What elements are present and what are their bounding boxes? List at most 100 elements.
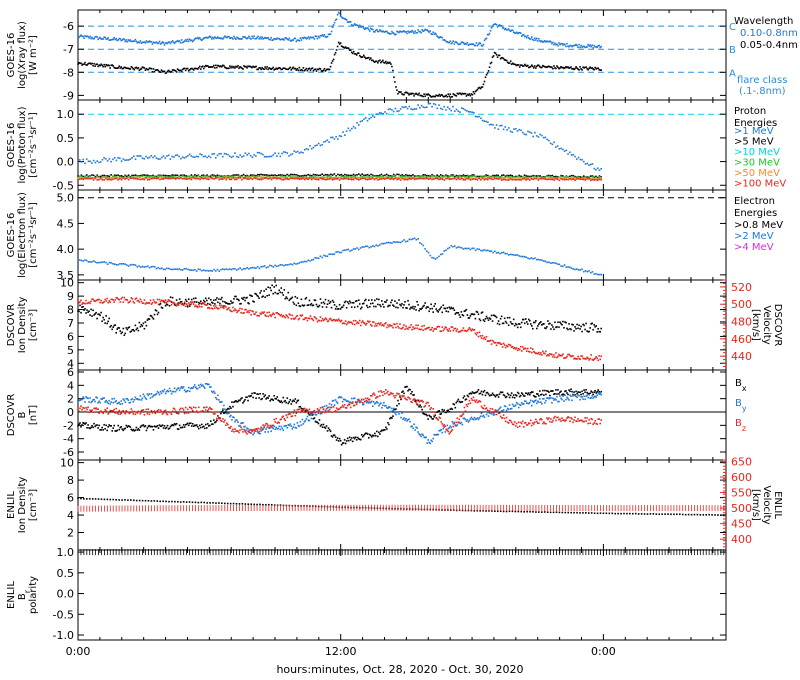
data-point	[236, 36, 238, 39]
data-point	[399, 179, 402, 181]
data-point	[260, 265, 262, 268]
data-point	[392, 69, 394, 72]
data-point	[400, 304, 402, 307]
data-point	[108, 178, 111, 181]
data-point	[551, 177, 554, 179]
data-point	[508, 396, 511, 399]
data-point	[423, 93, 425, 95]
data-point	[559, 355, 561, 357]
data-point	[548, 174, 550, 177]
data-point	[592, 359, 594, 361]
data-point	[362, 27, 365, 30]
data-point	[187, 155, 189, 157]
data-point	[160, 69, 163, 71]
data-point	[468, 43, 471, 46]
data-point	[581, 46, 583, 49]
data-point	[110, 174, 112, 176]
data-point	[554, 67, 556, 69]
data-point	[293, 303, 296, 305]
data-point	[501, 179, 503, 181]
data-point	[356, 305, 359, 308]
data-point	[213, 299, 215, 301]
data-point	[527, 175, 529, 178]
data-point	[503, 317, 506, 320]
data-point	[237, 174, 240, 176]
data-point	[549, 262, 552, 265]
data-point	[492, 251, 494, 254]
data-point	[117, 402, 120, 404]
data-point	[562, 177, 564, 180]
data-point	[344, 175, 346, 178]
data-point	[389, 108, 391, 110]
data-point	[368, 305, 371, 308]
data-point	[459, 178, 461, 181]
data-point	[441, 176, 444, 179]
data-point	[575, 390, 577, 393]
data-point	[328, 141, 330, 143]
data-point	[195, 301, 198, 303]
data-point	[326, 303, 329, 306]
data-point	[77, 176, 79, 179]
data-point	[126, 175, 128, 178]
data-point	[370, 246, 372, 248]
data-point	[378, 178, 381, 181]
data-point	[270, 289, 272, 292]
data-point	[420, 177, 423, 180]
data-point	[507, 394, 510, 396]
data-point	[462, 179, 465, 181]
data-point	[378, 431, 380, 434]
data-point	[129, 68, 132, 70]
data-point	[438, 325, 441, 328]
data-point	[264, 394, 266, 396]
data-point	[416, 327, 418, 330]
data-point	[480, 390, 483, 393]
data-point	[426, 177, 428, 179]
data-point	[103, 63, 105, 66]
data-point	[351, 178, 353, 181]
data-point	[123, 38, 126, 41]
data-point	[480, 117, 482, 120]
data-point	[157, 391, 160, 394]
data-point	[178, 155, 180, 158]
series-1	[77, 296, 603, 362]
data-point	[310, 412, 313, 414]
data-point	[579, 176, 582, 178]
data-point	[121, 402, 124, 405]
data-point	[347, 127, 350, 130]
data-point	[434, 176, 437, 179]
data-point	[323, 176, 325, 179]
data-point	[465, 398, 468, 401]
data-point	[335, 305, 338, 308]
data-point	[491, 56, 494, 58]
data-point	[80, 34, 82, 36]
data-point	[202, 67, 205, 70]
data-point	[571, 68, 573, 70]
data-point	[501, 178, 503, 180]
data-point	[123, 399, 126, 402]
data-point	[211, 66, 213, 68]
data-point	[317, 257, 320, 260]
data-point	[445, 175, 447, 177]
data-point	[581, 158, 583, 161]
data-point	[155, 267, 158, 270]
data-point	[542, 260, 545, 262]
data-point	[562, 148, 564, 151]
data-point	[161, 307, 164, 309]
data-point	[109, 301, 111, 303]
data-point	[493, 51, 496, 54]
data-point	[250, 314, 252, 316]
data-point	[204, 297, 207, 300]
data-point	[199, 68, 202, 70]
data-point	[511, 29, 514, 32]
data-point	[130, 330, 133, 333]
data-point	[544, 136, 547, 139]
data-point	[85, 35, 87, 38]
data-point	[260, 37, 262, 40]
data-point	[326, 430, 329, 432]
data-point	[600, 69, 603, 71]
data-point	[487, 249, 489, 252]
data-point	[364, 174, 367, 177]
data-point	[181, 177, 184, 180]
data-point	[548, 323, 550, 325]
data-point	[387, 108, 390, 111]
